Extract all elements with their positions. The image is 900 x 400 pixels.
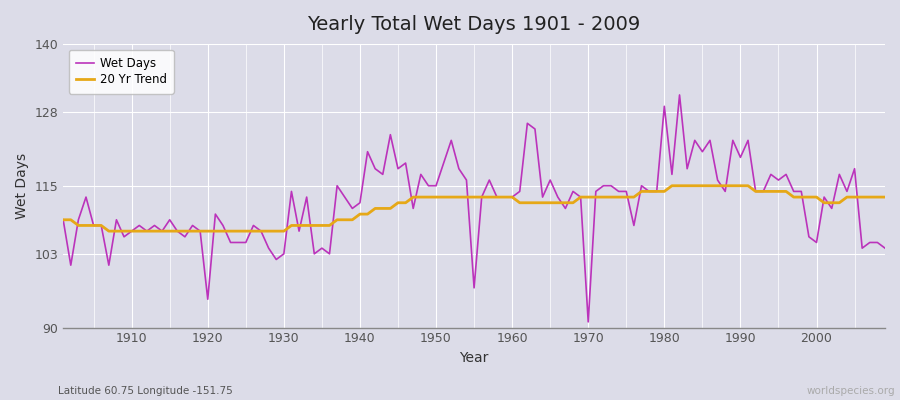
20 Yr Trend	[339, 217, 350, 222]
Wet Days	[119, 234, 130, 239]
Wet Days	[286, 189, 297, 194]
Line: 20 Yr Trend: 20 Yr Trend	[63, 186, 885, 231]
Wet Days	[500, 195, 510, 200]
Title: Yearly Total Wet Days 1901 - 2009: Yearly Total Wet Days 1901 - 2009	[308, 15, 641, 34]
X-axis label: Year: Year	[459, 351, 489, 365]
Legend: Wet Days, 20 Yr Trend: Wet Days, 20 Yr Trend	[69, 50, 174, 94]
20 Yr Trend	[58, 217, 68, 222]
Wet Days	[332, 183, 343, 188]
20 Yr Trend	[507, 195, 517, 200]
Wet Days	[674, 92, 685, 97]
Wet Days	[606, 183, 616, 188]
20 Yr Trend	[104, 229, 114, 234]
Wet Days	[583, 320, 594, 324]
20 Yr Trend	[293, 223, 304, 228]
Wet Days	[507, 195, 517, 200]
Text: Latitude 60.75 Longitude -151.75: Latitude 60.75 Longitude -151.75	[58, 386, 233, 396]
20 Yr Trend	[606, 195, 616, 200]
Text: worldspecies.org: worldspecies.org	[807, 386, 896, 396]
20 Yr Trend	[126, 229, 137, 234]
20 Yr Trend	[667, 183, 678, 188]
20 Yr Trend	[879, 195, 890, 200]
Wet Days	[879, 246, 890, 250]
Y-axis label: Wet Days: Wet Days	[15, 153, 29, 219]
Line: Wet Days: Wet Days	[63, 95, 885, 322]
Wet Days	[58, 217, 68, 222]
20 Yr Trend	[514, 200, 525, 205]
